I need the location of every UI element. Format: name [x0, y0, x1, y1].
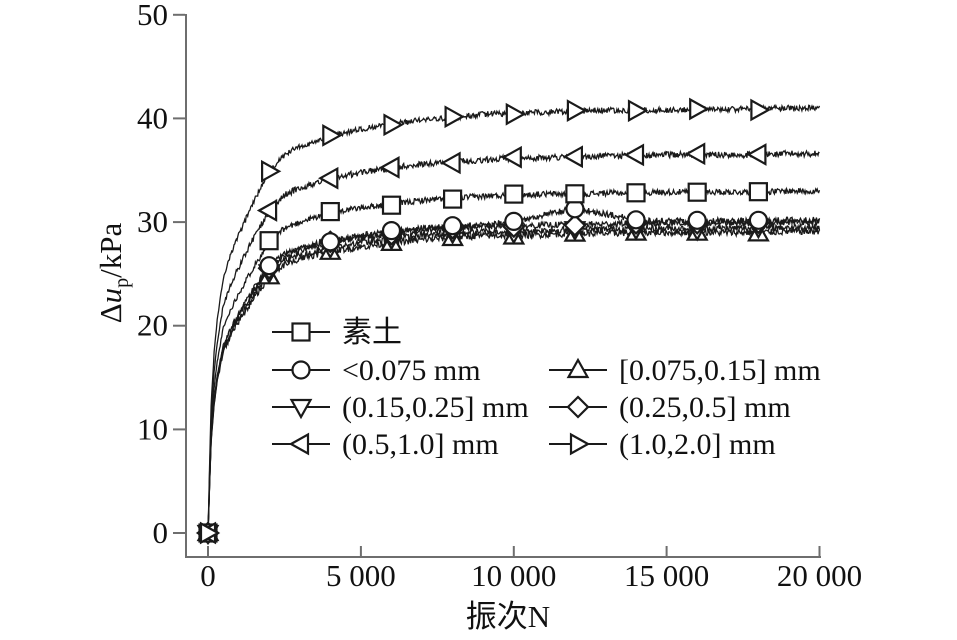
y-title-var: u — [93, 288, 128, 304]
data-marker — [748, 182, 769, 202]
data-marker — [379, 156, 400, 179]
x-tick-label: 15 000 — [624, 558, 709, 593]
data-marker — [501, 145, 522, 169]
legend-marker — [288, 432, 310, 456]
legend-label: (0.15,0.25] mm — [342, 391, 529, 424]
y-tick-label: 0 — [153, 515, 169, 550]
y-title-delta: Δ — [93, 303, 128, 323]
data-marker — [444, 105, 465, 129]
legend-label: (0.5,1.0] mm — [342, 428, 499, 461]
legend-label: (0.25,0.5] mm — [619, 391, 791, 424]
data-marker — [199, 521, 221, 545]
legend-item: <0.075 mm — [272, 354, 481, 387]
legend-marker — [566, 395, 590, 419]
legend-marker — [291, 360, 311, 380]
data-marker — [261, 159, 282, 183]
data-marker — [689, 97, 710, 121]
legend-marker — [569, 432, 591, 456]
legend-item: (0.15,0.25] mm — [272, 391, 529, 424]
x-tick-label: 5 000 — [326, 558, 396, 593]
y-tick-label: 40 — [137, 100, 168, 135]
data-marker — [505, 102, 527, 126]
data-marker — [687, 210, 707, 230]
legend-marker — [291, 322, 311, 342]
curve-line — [207, 149, 820, 534]
data-marker — [562, 145, 584, 169]
data-marker — [626, 183, 646, 203]
axes — [173, 13, 821, 558]
data-marker — [381, 195, 402, 215]
legend: 素土 <0.075 mm [0.075,0.15] mm (0.15,0.25] mm… — [272, 316, 821, 461]
x-tick-label: 20 000 — [777, 558, 862, 593]
data-marker — [322, 124, 343, 147]
y-tick-label: 10 — [137, 411, 168, 446]
legend-item: (0.5,1.0] mm — [272, 428, 499, 461]
y-tick-label: 50 — [137, 0, 168, 32]
data-markers — [195, 97, 771, 546]
x-axis-title: 振次N — [466, 599, 550, 634]
legend-label: <0.075 mm — [342, 354, 481, 387]
data-marker — [259, 231, 279, 251]
data-marker — [687, 182, 707, 202]
curves — [207, 103, 821, 534]
legend-label: 素土 — [342, 316, 402, 349]
data-marker — [440, 151, 461, 175]
data-marker — [443, 189, 463, 209]
data-marker — [320, 232, 340, 252]
tick-labels: 0 10 20 30 40 50 0 5 000 10 000 15 000 20 000 — [137, 0, 862, 593]
legend-item: 素土 — [272, 316, 402, 349]
data-marker — [383, 113, 404, 137]
data-marker — [443, 216, 463, 236]
data-marker — [750, 98, 771, 122]
data-marker — [748, 210, 769, 230]
data-marker — [566, 99, 588, 122]
data-marker — [565, 184, 585, 204]
x-tick-label: 10 000 — [471, 558, 556, 593]
curve-line — [207, 103, 821, 534]
data-marker — [623, 143, 645, 167]
legend-item: [0.075,0.15] mm — [549, 354, 821, 387]
legend-item: (1.0,2.0] mm — [549, 428, 776, 461]
legend-label: [0.075,0.15] mm — [619, 354, 821, 387]
y-tick-label: 30 — [137, 204, 168, 239]
data-marker — [504, 184, 524, 204]
data-marker — [563, 213, 587, 237]
y-title-sub: p — [111, 278, 133, 288]
x-tick-label: 0 — [200, 558, 216, 593]
data-marker — [320, 202, 340, 222]
data-marker — [318, 166, 339, 190]
legend-marker — [289, 398, 313, 420]
data-marker — [746, 143, 767, 166]
data-marker — [259, 256, 279, 276]
legend-marker — [566, 357, 590, 379]
legend-item: (0.25,0.5] mm — [549, 391, 791, 424]
y-axis-title: Δup/kPa — [93, 222, 133, 323]
y-title-rest: /kPa — [93, 222, 128, 277]
data-marker — [381, 221, 402, 241]
data-marker — [684, 142, 706, 166]
legend-label: (1.0,2.0] mm — [619, 428, 776, 461]
data-marker — [626, 210, 646, 230]
data-marker — [256, 199, 278, 222]
data-marker — [627, 99, 649, 123]
y-tick-label: 20 — [137, 308, 168, 343]
axis-frame — [185, 14, 821, 558]
data-marker — [504, 211, 524, 231]
